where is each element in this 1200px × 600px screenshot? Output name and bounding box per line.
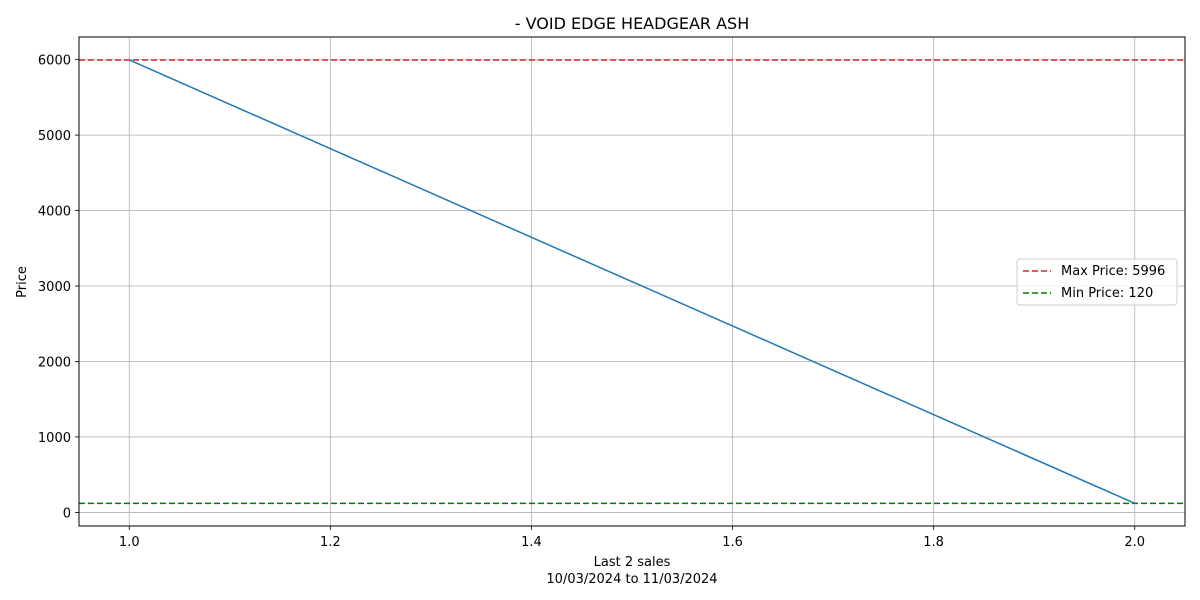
x-axis-ticks: 1.0 1.2 1.4 1.6 1.8 2.0: [119, 526, 1145, 550]
x-tick-label: 1.2: [320, 535, 341, 550]
x-tick-label: 2.0: [1124, 535, 1145, 550]
x-tick-label: 1.4: [521, 535, 542, 550]
x-axis-label: Last 2 sales: [594, 555, 671, 570]
y-tick-label: 3000: [38, 280, 71, 295]
y-axis-ticks: 0 1000 2000 3000 4000 5000 6000: [38, 54, 79, 521]
y-tick-label: 1000: [38, 431, 71, 446]
y-tick-label: 5000: [38, 129, 71, 144]
y-tick-label: 6000: [38, 54, 71, 69]
y-tick-label: 4000: [38, 205, 71, 220]
y-axis-label: Price: [15, 266, 30, 298]
y-tick-label: 0: [63, 506, 71, 521]
x-tick-label: 1.6: [722, 535, 743, 550]
legend-entry-label: Max Price: 5996: [1061, 264, 1165, 279]
legend-entry-label: Min Price: 120: [1061, 286, 1153, 301]
plot-frame: [78, 36, 1186, 527]
price-series-line: [128, 59, 1136, 505]
x-tick-label: 1.8: [923, 535, 944, 550]
chart-title: - VOID EDGE HEADGEAR ASH: [515, 14, 749, 33]
legend: Max Price: 5996 Min Price: 120: [1016, 258, 1178, 306]
legend-box: [1016, 258, 1178, 306]
reference-lines: [79, 59, 1185, 505]
y-tick-label: 2000: [38, 355, 71, 370]
x-axis-sublabel: 10/03/2024 to 11/03/2024: [546, 572, 717, 587]
x-tick-label: 1.0: [119, 535, 140, 550]
series-lines: [128, 59, 1136, 505]
